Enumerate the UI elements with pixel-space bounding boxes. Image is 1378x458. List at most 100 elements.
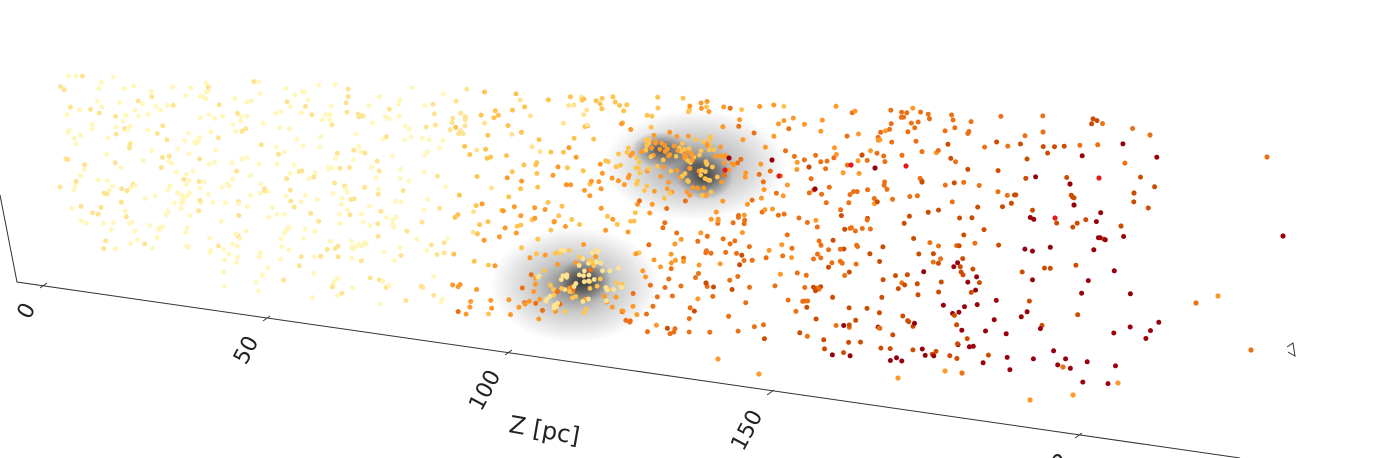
scatter-point	[400, 188, 406, 194]
scatter-point	[362, 184, 368, 190]
z-tick-label: 0	[13, 299, 42, 323]
scatter-point	[770, 206, 775, 212]
scatter-point	[248, 98, 254, 104]
scatter-point	[632, 210, 638, 216]
scatter-point	[974, 302, 980, 308]
scatter-point	[781, 103, 787, 109]
scatter-point	[312, 170, 318, 176]
scatter-point	[118, 199, 124, 205]
scatter-point	[945, 141, 951, 147]
scatter-point	[534, 171, 540, 176]
scatter-point	[282, 212, 287, 217]
scatter-point	[235, 254, 241, 260]
scatter-point	[952, 125, 958, 131]
scatter-point	[123, 112, 129, 118]
scatter-point	[722, 160, 727, 166]
scatter-point	[441, 250, 447, 256]
scatter-point	[846, 305, 852, 311]
scatter-point	[687, 103, 693, 109]
scatter-point	[65, 130, 71, 135]
scatter-point	[740, 137, 746, 143]
scatter-point	[899, 358, 905, 364]
scatter-point	[458, 110, 464, 116]
scatter-point	[1052, 215, 1058, 221]
scatter-point	[288, 198, 294, 204]
scatter-point	[158, 165, 164, 170]
scatter-point	[205, 192, 211, 197]
scatter-point	[927, 240, 933, 246]
scatter-point	[949, 199, 955, 205]
scatter-point	[142, 196, 148, 201]
scatter-point	[846, 269, 852, 275]
scatter-point	[78, 203, 84, 209]
scatter-point	[888, 107, 894, 113]
scatter-point	[618, 162, 623, 168]
scatter-point	[594, 259, 599, 265]
scatter-point	[471, 258, 477, 264]
scatter-point	[840, 170, 846, 176]
scatter-point	[646, 137, 652, 143]
scatter-point	[559, 203, 565, 209]
scatter-point	[954, 322, 960, 328]
scatter-point	[674, 168, 680, 173]
scatter-point	[504, 175, 510, 181]
scatter-point	[543, 298, 549, 304]
scatter-point	[715, 216, 721, 222]
scatter-point	[243, 126, 249, 132]
scatter-point	[103, 238, 109, 244]
scatter-point	[598, 186, 604, 192]
scatter-point	[533, 162, 539, 168]
scatter-point	[780, 253, 786, 259]
scatter-point	[317, 144, 323, 150]
scatter-point	[455, 212, 461, 218]
scatter-point	[375, 186, 381, 192]
scatter-point	[464, 86, 470, 92]
scatter-point	[526, 298, 532, 304]
scatter-point	[675, 148, 681, 154]
scatter-point	[1084, 359, 1090, 365]
scatter-point	[626, 145, 631, 151]
scatter-point	[666, 276, 672, 282]
scatter-point	[286, 247, 292, 253]
scatter-point	[599, 170, 605, 176]
scatter-point	[737, 262, 743, 268]
scatter-point	[727, 105, 733, 111]
scatter-point	[278, 256, 283, 262]
scatter-point	[736, 213, 741, 218]
scatter-point	[786, 126, 792, 132]
scatter-point	[64, 112, 70, 118]
scatter-point	[876, 325, 882, 331]
scatter-point	[763, 255, 769, 261]
scatter-point	[396, 113, 402, 119]
scatter-point	[918, 109, 923, 115]
scatter-point	[284, 176, 290, 182]
scatter-point	[658, 264, 663, 270]
scatter-point	[1093, 219, 1099, 225]
scatter-point	[1019, 269, 1025, 275]
scatter-point	[422, 103, 428, 109]
scatter-point	[908, 120, 914, 126]
scatter-point	[762, 207, 768, 213]
scatter-point	[1024, 309, 1030, 315]
scatter-point	[373, 175, 379, 181]
scatter-point	[597, 276, 603, 282]
scatter-point	[256, 161, 262, 167]
scatter-point	[841, 350, 847, 356]
scatter-point	[687, 165, 693, 171]
scatter-point	[518, 222, 524, 228]
scatter-point	[662, 285, 668, 290]
scatter-point	[495, 112, 501, 118]
scatter-point	[859, 152, 865, 158]
scatter-point	[704, 143, 710, 148]
scatter-point	[942, 368, 948, 374]
scatter-point	[804, 333, 810, 339]
scatter-point	[654, 294, 660, 300]
scatter-point	[898, 114, 904, 120]
scatter-point	[89, 121, 95, 127]
scatter-point	[951, 312, 957, 318]
scatter-point	[556, 213, 562, 219]
scatter-point	[564, 165, 570, 171]
scatter-point	[298, 254, 304, 260]
scatter-point	[197, 186, 203, 191]
scatter-point	[509, 169, 515, 175]
